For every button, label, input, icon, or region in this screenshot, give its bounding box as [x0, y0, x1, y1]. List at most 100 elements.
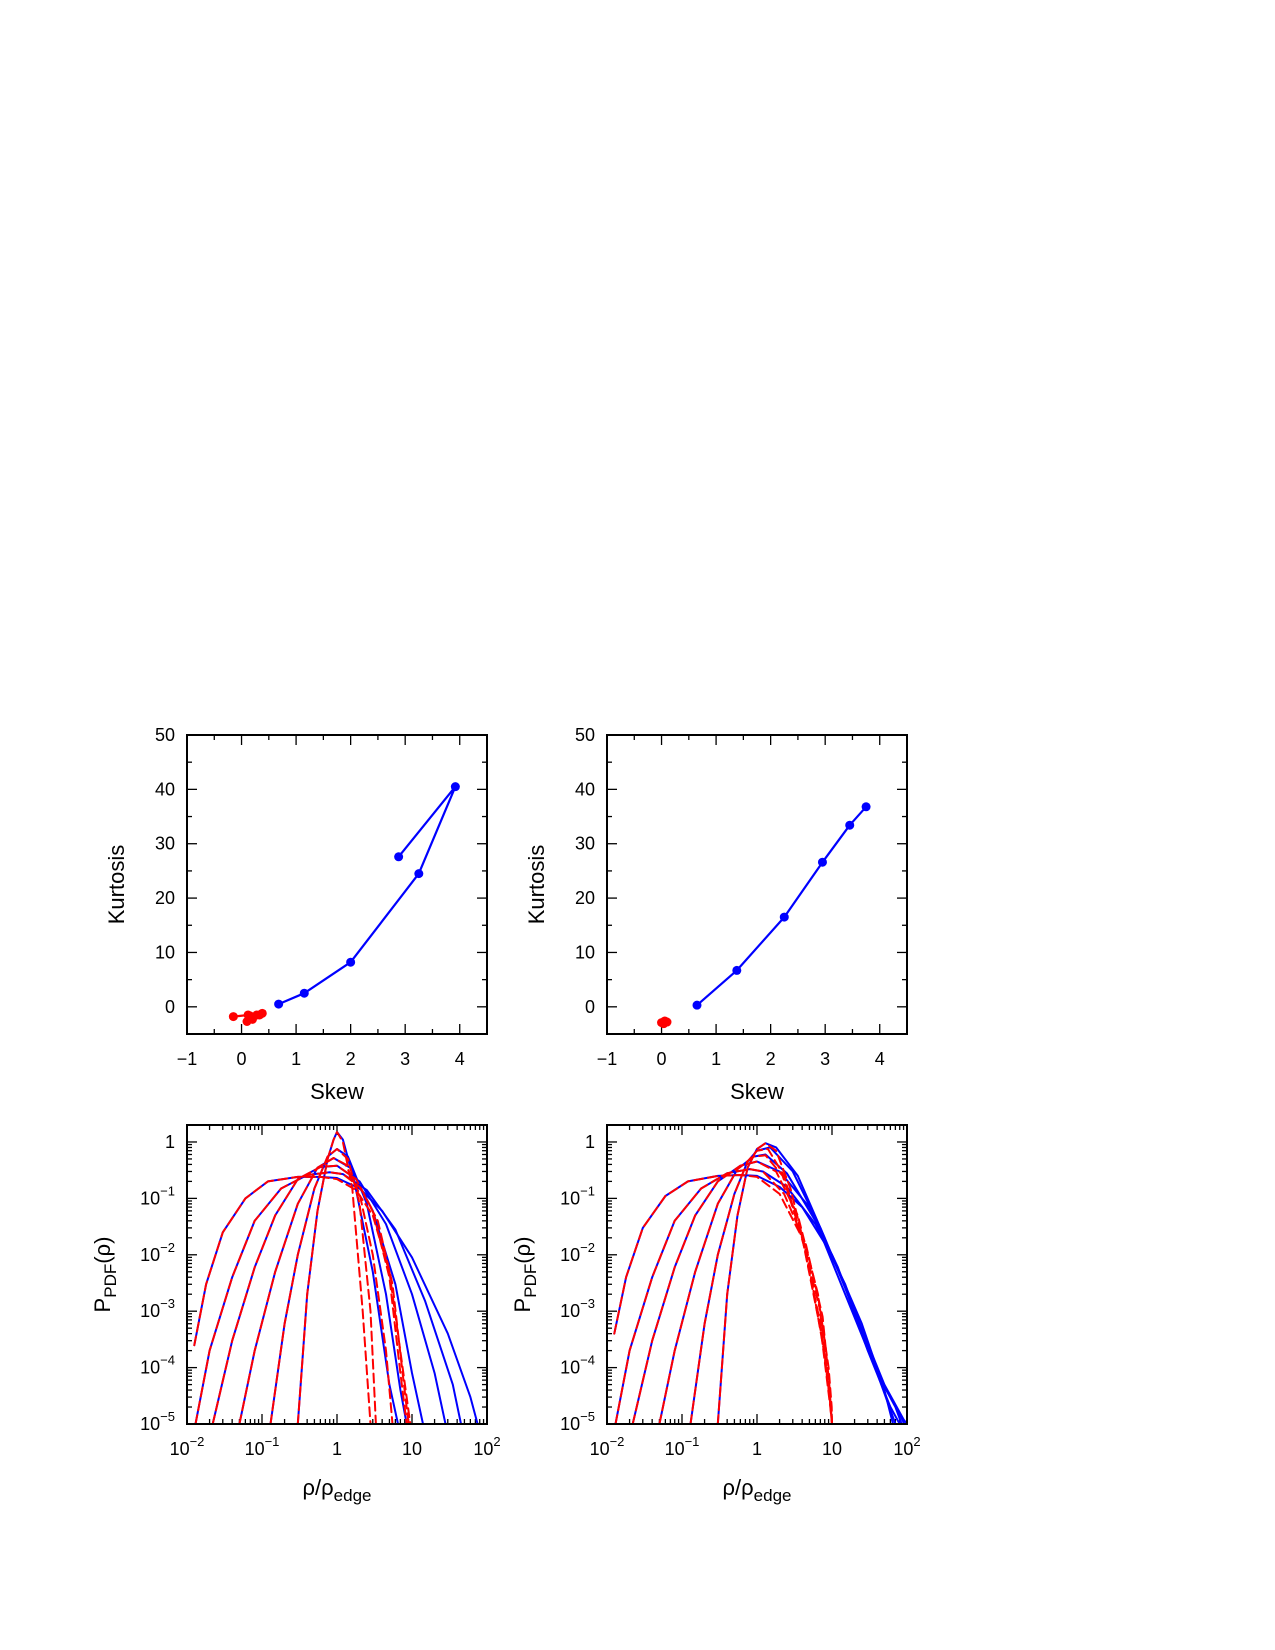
x-tick-label: 1	[291, 1049, 301, 1069]
y-tick-label: 10−5	[140, 1409, 175, 1434]
x-tick-label: 1	[711, 1049, 721, 1069]
series-line	[238, 1157, 424, 1424]
series-line	[614, 1168, 833, 1424]
x-tick-label: 1	[752, 1439, 762, 1459]
series-line	[695, 805, 868, 1007]
x-tick-label: 0	[657, 1049, 667, 1069]
series-line	[238, 1157, 394, 1424]
x-tick-label: 102	[473, 1434, 500, 1459]
series-line	[689, 1146, 906, 1424]
data-point	[414, 869, 424, 879]
series-line	[296, 1131, 372, 1424]
data-point	[394, 852, 404, 862]
series-line	[716, 1142, 833, 1424]
y-tick-label: 0	[585, 997, 595, 1017]
y-tick-label: 10−2	[560, 1240, 595, 1265]
y-tick-label: 10−4	[140, 1353, 175, 1378]
y-tick-label: 1	[165, 1132, 175, 1152]
x-tick-label: 1	[332, 1439, 342, 1459]
series-group	[228, 782, 460, 1026]
series-line	[631, 1160, 901, 1424]
series-line	[631, 1160, 833, 1424]
x-tick-label: 3	[820, 1049, 830, 1069]
data-point	[845, 820, 855, 830]
data-point	[817, 857, 827, 867]
tick-labels: 10−2 10−1 1 10 102 1 10−1 10−2 10−3 10−4 10−5	[140, 1132, 500, 1459]
series-line	[689, 1148, 833, 1424]
x-tick-label: −1	[177, 1049, 198, 1069]
x-axis-label: ρ/ρedge	[723, 1475, 792, 1505]
series-line	[193, 1175, 479, 1424]
y-tick-label: 1	[585, 1132, 595, 1152]
data-point	[692, 1000, 702, 1010]
series-line	[269, 1148, 377, 1424]
data-point	[346, 957, 356, 967]
x-tick-label: 10	[822, 1439, 842, 1459]
y-tick-label: 50	[575, 725, 595, 745]
y-tick-label: 40	[155, 779, 175, 799]
y-tick-label: 0	[165, 997, 175, 1017]
x-tick-label: 2	[766, 1049, 776, 1069]
data-point	[779, 912, 789, 922]
x-tick-label: 4	[455, 1049, 465, 1069]
data-point	[861, 802, 871, 812]
y-tick-label: 20	[575, 888, 595, 908]
data-point	[659, 1019, 669, 1029]
x-tick-label: 2	[346, 1049, 356, 1069]
tick-labels: 10−2 10−1 1 10 102 1 10−1 10−2 10−3 10−4 10−5	[560, 1132, 920, 1459]
plot-frame	[606, 1124, 908, 1425]
series-group	[193, 1131, 479, 1424]
y-tick-label: 50	[155, 725, 175, 745]
y-axis-label: PPDF(ρ)	[510, 1237, 540, 1313]
y-tick-label: 10−3	[140, 1296, 175, 1321]
y-axis-label: Kurtosis	[104, 845, 129, 924]
plot-frame	[186, 734, 488, 1035]
data-point	[732, 965, 742, 975]
ticks	[606, 734, 907, 1035]
y-tick-label: 10	[575, 942, 595, 962]
x-tick-label: 10−1	[665, 1434, 700, 1459]
series-line	[613, 1174, 833, 1424]
y-tick-label: 10−3	[560, 1296, 595, 1321]
y-axis-label: PPDF(ρ)	[90, 1237, 120, 1313]
x-tick-label: 4	[875, 1049, 885, 1069]
series-group	[657, 802, 871, 1029]
series-line	[211, 1164, 408, 1424]
ticks	[186, 734, 487, 1035]
x-tick-label: 102	[893, 1434, 920, 1459]
data-point	[228, 1012, 238, 1022]
y-tick-label: 10−5	[560, 1409, 595, 1434]
x-tick-label: 10−1	[245, 1434, 280, 1459]
y-axis-label: Kurtosis	[524, 845, 549, 924]
y-tick-label: 40	[575, 779, 595, 799]
series-line	[193, 1175, 412, 1424]
y-tick-label: 30	[575, 834, 595, 854]
panel-bottom-right: 10−2 10−1 1 10 102 1 10−1 10−2 10−3 10−4 10−5 ρ/ρed…	[510, 1124, 921, 1505]
y-tick-label: 10−1	[560, 1183, 595, 1208]
plot-frame	[186, 1124, 488, 1425]
x-axis-label: ρ/ρedge	[303, 1475, 372, 1505]
x-tick-label: 0	[237, 1049, 247, 1069]
data-point	[450, 782, 460, 792]
series-line	[194, 1171, 462, 1424]
data-point	[274, 999, 284, 1009]
series-group	[613, 1142, 907, 1424]
x-tick-label: 10−2	[590, 1434, 625, 1459]
ticks	[186, 1124, 488, 1425]
x-axis-label: Skew	[730, 1079, 784, 1104]
plot-frame	[606, 734, 908, 1035]
x-axis-label: Skew	[310, 1079, 364, 1104]
y-tick-label: 30	[155, 834, 175, 854]
x-tick-label: 3	[400, 1049, 410, 1069]
x-tick-label: 10	[402, 1439, 422, 1459]
y-tick-label: 10−1	[140, 1183, 175, 1208]
x-tick-label: 10−2	[170, 1434, 205, 1459]
data-point	[255, 1010, 265, 1020]
series-line	[277, 785, 457, 1006]
y-tick-label: 10−4	[560, 1353, 595, 1378]
